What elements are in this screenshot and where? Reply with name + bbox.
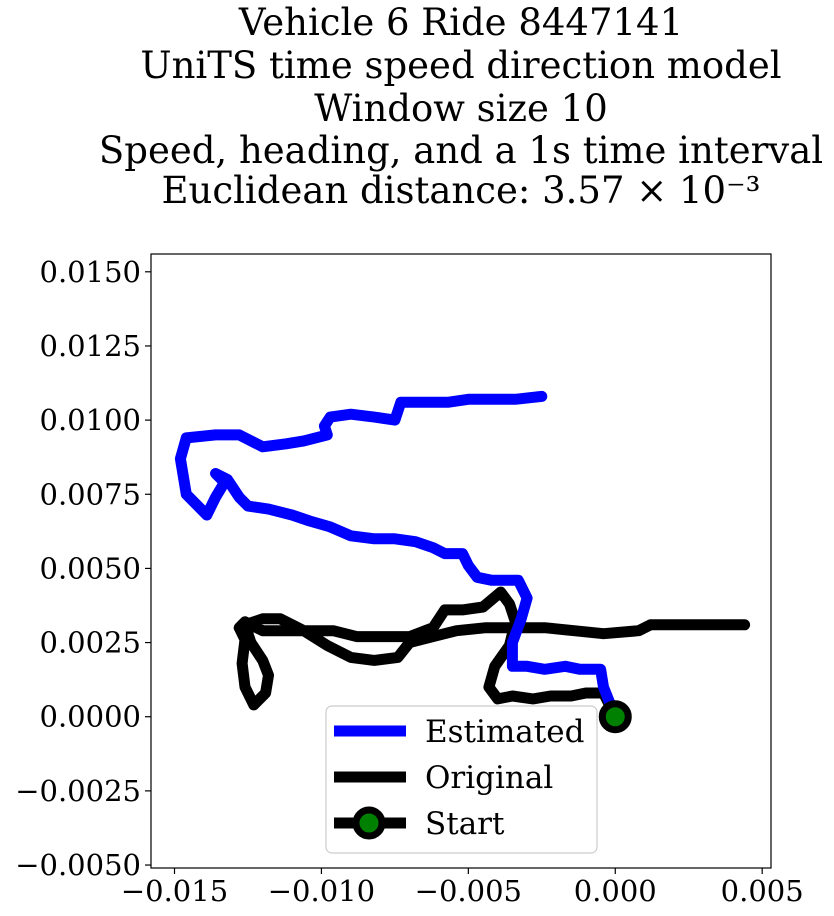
series-layer (174, 390, 751, 734)
title-line-4: Speed, heading, and a 1s time interval (99, 129, 823, 172)
legend-original-label: Original (425, 760, 553, 796)
y-tick-label: 0.0075 (40, 477, 141, 511)
y-tick-label: −0.0050 (15, 848, 141, 882)
plot-frame (150, 253, 772, 869)
chart-title: Vehicle 6 Ride 8447141 UniTS time speed … (99, 1, 823, 212)
x-tick-label: −0.010 (268, 874, 375, 908)
legend-box (325, 705, 598, 854)
x-tick-label: 0.000 (574, 874, 657, 908)
title-line-5: Euclidean distance: 3.57 × 10⁻³ (162, 169, 761, 212)
x-tick-label: 0.005 (721, 874, 804, 908)
y-tick-label: 0.0150 (40, 255, 141, 289)
series-estimated-line (174, 390, 621, 723)
start-marker (598, 700, 632, 734)
axes-layer: −0.015 −0.010 −0.005 0.000 0.005 0.0150 0.0125… (15, 253, 804, 908)
legend: Estimated Original Start (325, 705, 598, 854)
series-original-line (233, 586, 751, 723)
y-tick-label: 0.0100 (40, 403, 141, 437)
x-tick-label: −0.015 (121, 874, 228, 908)
x-tick-label: −0.005 (415, 874, 522, 908)
y-tick-label: 0.0000 (40, 700, 141, 734)
legend-start-label: Start (425, 806, 505, 842)
title-line-2: UniTS time speed direction model (140, 44, 781, 87)
y-tick-label: 0.0025 (40, 626, 141, 660)
title-line-3: Window size 10 (314, 87, 608, 130)
y-tick-label: 0.0125 (40, 329, 141, 363)
y-tick-label: 0.0050 (40, 551, 141, 585)
legend-start-marker (352, 806, 386, 840)
y-tick-label: −0.0025 (15, 774, 141, 808)
title-line-1: Vehicle 6 Ride 8447141 (238, 1, 683, 44)
legend-estimated-label: Estimated (425, 714, 584, 750)
